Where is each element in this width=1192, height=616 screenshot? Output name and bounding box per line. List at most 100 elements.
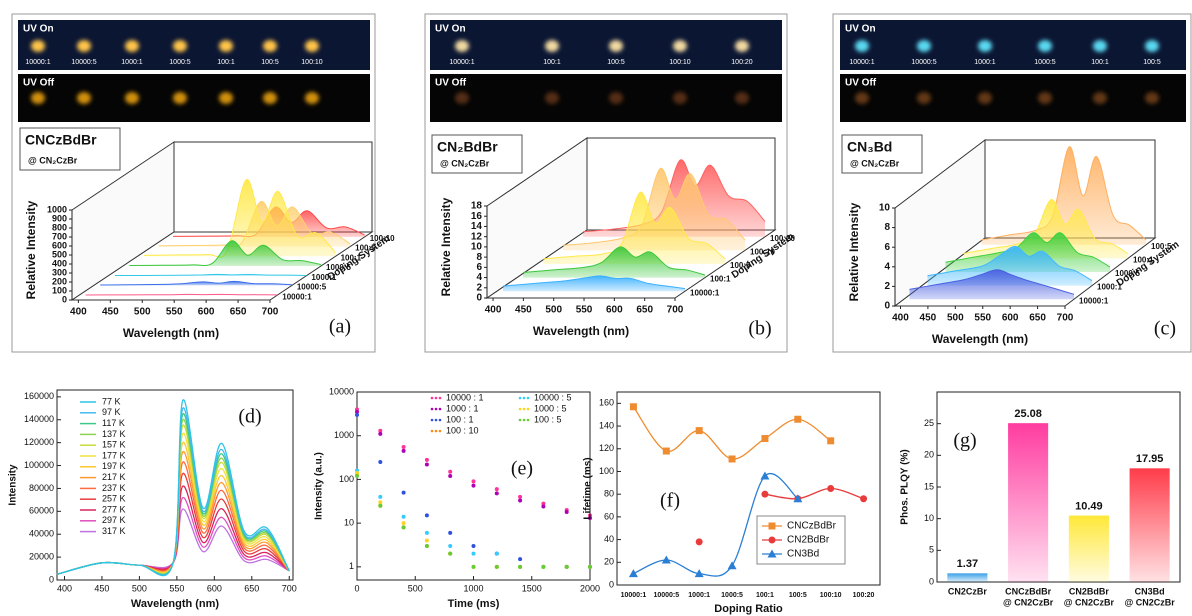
legend-label: 117 K	[102, 418, 125, 428]
legend-dot	[438, 429, 442, 433]
y-tick-label: 14	[471, 221, 483, 232]
legend-label: 157 K	[102, 440, 126, 450]
data-point	[424, 513, 429, 518]
legend-marker	[767, 549, 777, 558]
y-tick-label: 0	[884, 301, 890, 312]
marker	[662, 447, 670, 455]
bar	[1129, 468, 1170, 582]
sample-label: 100:10	[301, 59, 323, 66]
sample-glow	[545, 92, 559, 104]
data-point	[378, 460, 383, 465]
data-label: 1.37	[957, 558, 978, 570]
legend-dot	[526, 407, 530, 411]
panel-label: (g)	[953, 430, 976, 452]
sample-label: 100:1	[217, 59, 235, 66]
x-tick-label: @ CN2CzBr	[1064, 597, 1115, 607]
sample-glow	[31, 40, 45, 52]
x-tick-label: 400	[892, 313, 909, 324]
legend-label: 177 K	[102, 450, 126, 460]
marker	[827, 437, 835, 445]
panel-label: (d)	[238, 406, 261, 428]
sample-glow	[263, 40, 277, 52]
legend-box	[841, 134, 923, 174]
marker	[793, 494, 803, 503]
x-tick-label: @ CN2CzBr	[1124, 597, 1175, 607]
x-tick-label: 550	[169, 583, 184, 593]
marker	[728, 455, 736, 463]
legend-label: CNCzBdBr	[787, 521, 837, 532]
x-tick-label: 500	[545, 305, 562, 316]
y-axis-label: Relative Intensity	[439, 197, 453, 296]
legend-box	[19, 127, 121, 171]
series-label: 100:10	[750, 248, 775, 257]
series-label: 1000:5	[1115, 269, 1140, 278]
legend-label: 277 K	[102, 504, 126, 514]
y-tick-label: 160000	[24, 391, 54, 401]
y-tick-label: 0	[609, 579, 614, 589]
y-tick-label: 300	[52, 267, 67, 277]
x-tick-label: 400	[57, 583, 72, 593]
x-tick-label: 600	[606, 305, 623, 316]
series-label: 100:5	[730, 261, 751, 270]
legend-label: 97 K	[102, 407, 121, 417]
data-point	[448, 543, 453, 548]
legend-subtitle: @ CN₂CzBr	[440, 158, 490, 168]
x-tick-label: 700	[282, 583, 297, 593]
legend-dot	[430, 396, 434, 400]
spectrum-fill	[981, 146, 1146, 245]
sample-glow	[735, 40, 749, 52]
data-point	[518, 494, 523, 499]
legend-dot	[438, 396, 442, 400]
data-point	[448, 469, 453, 474]
x-tick-label: CNCzBdBr	[1005, 586, 1051, 596]
y-tick-label: 5	[929, 545, 934, 555]
y-tick-label: 4	[476, 272, 482, 283]
x-tick-label: 1000	[463, 583, 483, 593]
y-tick-label: 10	[879, 203, 891, 214]
spectrum-fill	[129, 240, 321, 266]
legend-dot	[430, 418, 434, 422]
sample-glow	[855, 40, 869, 52]
data-point	[494, 564, 499, 569]
photo-label: UV On	[845, 24, 876, 35]
sample-glow	[545, 40, 559, 52]
series-label: 10000:1	[1079, 296, 1109, 305]
spectrum-fill	[543, 192, 725, 264]
spectrum-fill	[143, 179, 336, 258]
y-tick-label: 60000	[29, 506, 54, 516]
x-tick-label: CN2CzBr	[948, 586, 988, 596]
x-tick-label: 450	[920, 313, 937, 324]
y-tick-label: 100000	[24, 460, 54, 470]
photo-label: UV Off	[435, 78, 467, 89]
spectrum-line	[503, 275, 686, 290]
y-tick-label: 4	[884, 261, 890, 272]
x-tick-label: 500	[132, 583, 147, 593]
panel-frame	[11, 13, 376, 353]
data-point	[355, 473, 359, 478]
data-point	[471, 483, 476, 488]
data-point	[401, 490, 406, 495]
sample-glow	[77, 92, 91, 104]
x-tick-label: 10000:5	[653, 592, 679, 599]
photo-label: UV On	[435, 24, 466, 35]
data-point	[541, 501, 546, 506]
y-tick-label: 140	[599, 420, 614, 430]
data-point	[401, 525, 406, 530]
x-axis-label: Wavelength (nm)	[932, 332, 1028, 346]
y-tick-label: 25	[924, 418, 934, 428]
legend-dot	[522, 396, 526, 400]
x-tick-label: 2000	[580, 583, 600, 593]
legend-label: 77 K	[102, 396, 121, 406]
sample-glow	[455, 92, 469, 104]
x-tick-label: 700	[1057, 313, 1074, 324]
y-tick-label: 15	[924, 481, 934, 491]
spectrum-line	[143, 179, 336, 258]
data-point	[378, 494, 383, 499]
y-tick-label: 0	[62, 294, 67, 304]
sample-label: 10000:1	[449, 59, 474, 66]
data-point	[401, 445, 406, 450]
y-tick-label: 60	[604, 511, 614, 521]
panel-label: (a)	[329, 316, 351, 338]
x-tick-label: 400	[70, 307, 87, 318]
